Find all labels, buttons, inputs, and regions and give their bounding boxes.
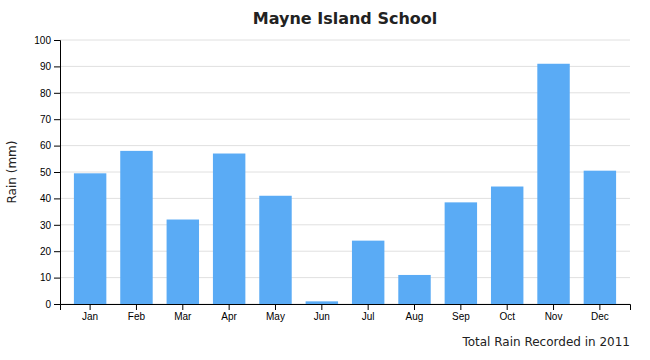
y-tick: 90 bbox=[40, 61, 60, 72]
axis-line bbox=[54, 41, 61, 305]
x-axis: Jan Feb Mar Apr May Jun Jul Aug Sep Oct Nov Dec bbox=[61, 304, 631, 322]
tick-mark bbox=[414, 304, 415, 310]
y-tick: 30 bbox=[40, 220, 60, 231]
y-tick: 70 bbox=[40, 114, 60, 125]
y-tick: 50 bbox=[40, 167, 60, 178]
tick-label: 30 bbox=[40, 220, 52, 231]
tick-mark bbox=[54, 119, 60, 120]
bar bbox=[445, 202, 477, 304]
bars bbox=[74, 64, 616, 304]
tick-label: 80 bbox=[40, 88, 52, 99]
tick-label: Mar bbox=[174, 311, 192, 322]
tick-mark bbox=[54, 93, 60, 94]
tick-mark bbox=[507, 304, 508, 310]
tick-label: 50 bbox=[40, 167, 52, 178]
tick-mark bbox=[54, 225, 60, 226]
tick-mark bbox=[553, 304, 554, 310]
chart: 0 10 20 30 40 50 60 70 80 90 100 Jan Feb Mar Apr May Jun… bbox=[0, 0, 650, 360]
bar bbox=[120, 151, 152, 304]
tick-mark bbox=[54, 278, 60, 279]
y-axis-title: Rain (mm) bbox=[5, 141, 19, 204]
x-tick: Aug bbox=[406, 304, 424, 322]
tick-mark bbox=[229, 304, 230, 310]
tick-label: 20 bbox=[40, 246, 52, 257]
tick-label: 60 bbox=[40, 140, 52, 151]
tick-mark bbox=[54, 40, 60, 41]
tick-label: Sep bbox=[452, 311, 470, 322]
grid-line bbox=[60, 40, 630, 41]
x-tick: Oct bbox=[499, 304, 515, 322]
bar bbox=[259, 196, 291, 304]
tick-label: Dec bbox=[591, 311, 609, 322]
plot: 0 10 20 30 40 50 60 70 80 90 100 Jan Feb Mar Apr May Jun… bbox=[34, 35, 630, 322]
y-tick: 20 bbox=[40, 246, 60, 257]
tick-label: Aug bbox=[406, 311, 424, 322]
tick-mark bbox=[54, 198, 60, 199]
y-tick: 100 bbox=[34, 35, 60, 46]
tick-mark bbox=[182, 304, 183, 310]
bar bbox=[398, 275, 430, 304]
x-tick: May bbox=[266, 304, 285, 322]
tick-label: Jun bbox=[314, 311, 330, 322]
x-axis-title: Total Rain Recorded in 2011 bbox=[461, 335, 630, 349]
x-tick: Mar bbox=[174, 304, 192, 322]
bar bbox=[213, 154, 245, 304]
bar bbox=[74, 173, 106, 304]
tick-label: Feb bbox=[128, 311, 146, 322]
tick-label: Nov bbox=[545, 311, 563, 322]
x-tick: Nov bbox=[545, 304, 563, 322]
tick-label: 10 bbox=[40, 272, 52, 283]
tick-mark bbox=[321, 304, 322, 310]
tick-mark bbox=[54, 304, 60, 305]
bar bbox=[306, 301, 338, 304]
tick-label: 40 bbox=[40, 193, 52, 204]
tick-label: 70 bbox=[40, 114, 52, 125]
y-tick: 80 bbox=[40, 88, 60, 99]
tick-label: Apr bbox=[221, 311, 237, 322]
tick-mark bbox=[460, 304, 461, 310]
y-tick: 60 bbox=[40, 140, 60, 151]
title: Mayne Island School bbox=[253, 9, 438, 28]
tick-mark bbox=[90, 304, 91, 310]
y-axis: 0 10 20 30 40 50 60 70 80 90 100 bbox=[34, 35, 60, 310]
bar bbox=[537, 64, 569, 304]
bar bbox=[352, 241, 384, 304]
tick-mark bbox=[54, 146, 60, 147]
x-tick: Apr bbox=[221, 304, 237, 322]
x-tick: Jan bbox=[82, 304, 98, 322]
bar bbox=[584, 171, 616, 304]
tick-mark bbox=[54, 251, 60, 252]
tick-mark bbox=[599, 304, 600, 310]
grid bbox=[60, 40, 630, 304]
x-tick: Feb bbox=[128, 304, 146, 322]
x-tick: Dec bbox=[591, 304, 609, 322]
x-tick: Jun bbox=[314, 304, 330, 322]
tick-label: Jul bbox=[362, 311, 375, 322]
tick-mark bbox=[136, 304, 137, 310]
y-tick: 10 bbox=[40, 272, 60, 283]
tick-label: 100 bbox=[34, 35, 51, 46]
tick-mark bbox=[54, 172, 60, 173]
tick-mark bbox=[54, 66, 60, 67]
bar bbox=[167, 220, 199, 304]
tick-label: 0 bbox=[45, 299, 51, 310]
tick-label: 90 bbox=[40, 61, 52, 72]
bar bbox=[491, 187, 523, 304]
y-tick: 40 bbox=[40, 193, 60, 204]
tick-label: Oct bbox=[499, 311, 515, 322]
tick-label: May bbox=[266, 311, 285, 322]
axis-line bbox=[61, 305, 631, 311]
tick-label: Jan bbox=[82, 311, 98, 322]
y-tick: 0 bbox=[45, 299, 60, 310]
tick-mark bbox=[275, 304, 276, 310]
x-tick: Sep bbox=[452, 304, 470, 322]
x-tick: Jul bbox=[362, 304, 375, 322]
tick-mark bbox=[368, 304, 369, 310]
